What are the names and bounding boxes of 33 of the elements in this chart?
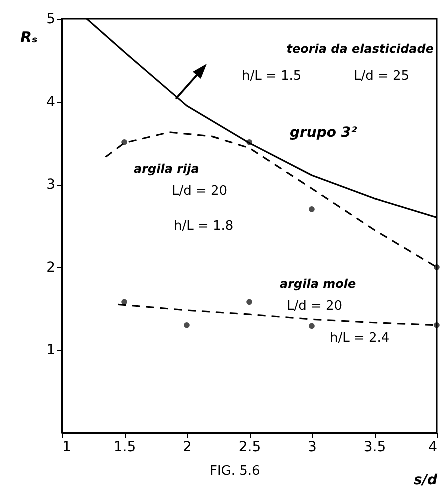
- x-tick-label: 3: [308, 440, 317, 456]
- annotation: grupo 3²: [290, 125, 358, 141]
- annotation: argila mole: [280, 277, 356, 291]
- point: [184, 322, 190, 328]
- point: [246, 139, 252, 146]
- point: [246, 299, 252, 306]
- annotation: L/d = 20: [172, 184, 228, 199]
- annotation: L/d = 20: [287, 299, 343, 314]
- point: [122, 139, 128, 146]
- annotation: h/L = 1.8: [174, 219, 234, 234]
- caption: FIG. 5.6: [210, 464, 260, 479]
- annotation: h/L = 2.4: [330, 331, 390, 346]
- y-tick-label: 3: [46, 177, 56, 194]
- y-tick-label: 5: [46, 12, 56, 28]
- point: [309, 206, 315, 212]
- y-tick-label: 2: [46, 260, 56, 276]
- y-tick-label: 4: [46, 94, 56, 110]
- annotation: argila rija: [134, 162, 200, 176]
- annotation: L/d = 25: [354, 69, 410, 84]
- point: [309, 323, 315, 330]
- x-tick-label: 4: [428, 440, 438, 456]
- x-tick-label: 2.5: [238, 440, 262, 456]
- y-axis-title: Rₛ: [20, 28, 38, 46]
- x-tick-label: 3.5: [364, 440, 386, 456]
- y-tick-label: 1: [46, 342, 56, 359]
- x-axis-title: s/d: [414, 472, 438, 488]
- annotation: h/L = 1.5: [242, 69, 302, 84]
- x-tick-label: 1: [62, 440, 72, 456]
- x-tick-label: 1.5: [114, 440, 136, 456]
- point: [434, 264, 440, 270]
- annotation: teoria da elasticidade: [286, 42, 434, 56]
- point: [434, 322, 440, 328]
- x-tick-label: 2: [183, 440, 192, 456]
